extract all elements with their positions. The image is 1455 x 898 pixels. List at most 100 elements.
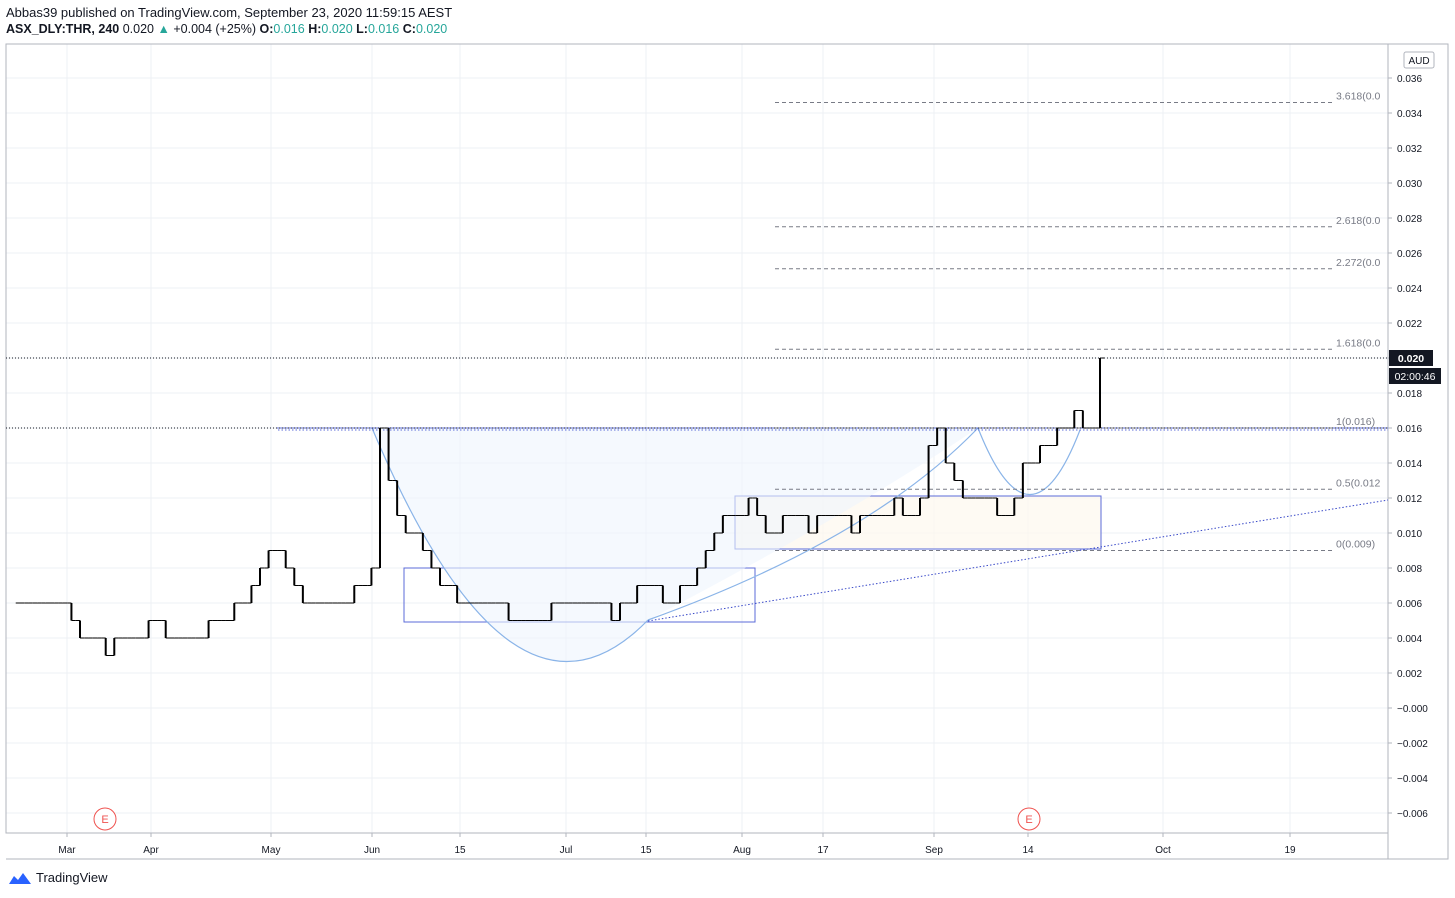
- x-tick-label: Apr: [143, 845, 159, 856]
- y-tick-label: 0.006: [1397, 599, 1422, 610]
- cup-arc-right[interactable]: [647, 427, 979, 621]
- ohlc-bar: [478, 602, 488, 604]
- time-axis[interactable]: Mar Apr May Jun 15 Jul 15 Aug 17 Sep 14 Oct 19: [58, 833, 1296, 856]
- ohlc-bar: [650, 585, 659, 586]
- ohlc-bar: [50, 602, 59, 604]
- handle-arc[interactable]: [977, 427, 1081, 495]
- ohlc-bar: [1018, 462, 1028, 499]
- trendline-support[interactable]: [647, 499, 1389, 622]
- close-value: 0.020: [415, 22, 448, 36]
- fib-level-label: 1(0.016): [1336, 416, 1375, 428]
- ohlc-bar: [24, 602, 33, 604]
- ohlc-bar: [924, 445, 933, 499]
- y-tick-label: 0.016: [1397, 424, 1422, 435]
- ohlc-bar: [238, 602, 248, 604]
- ohlc-bar: [710, 532, 719, 551]
- ohlc-bar: [290, 567, 299, 586]
- currency-badge: AUD: [1403, 51, 1435, 69]
- y-tick-label: 0.032: [1397, 144, 1422, 155]
- up-triangle-icon: ▲: [157, 22, 170, 36]
- ohlc-bar: [950, 462, 959, 481]
- last-price: 0.020: [122, 22, 154, 36]
- ohlc-bar: [410, 532, 419, 534]
- ohlc-bar: [718, 515, 728, 534]
- ohlc-bar: [118, 637, 128, 639]
- fib-level-label: 3.618(0.0: [1336, 91, 1381, 103]
- ohlc-bar: [547, 602, 556, 621]
- y-tick-label: 0.008: [1397, 564, 1422, 575]
- ohlc-bar: [152, 620, 162, 621]
- ohlc-bar: [67, 602, 76, 621]
- ohlc-bar: [127, 637, 136, 639]
- ohlc-bar: [1095, 357, 1105, 429]
- ohlc-bar: [538, 620, 548, 621]
- ohlc-bar: [787, 515, 796, 516]
- earnings-marker[interactable]: E: [93, 807, 117, 831]
- ohlc-bar: [504, 602, 513, 621]
- ohlc-bar: [838, 515, 848, 516]
- fib-level-label: 2.272(0.0: [1336, 257, 1381, 269]
- ohlc-bar: [178, 637, 188, 639]
- ohlc-bar: [247, 585, 256, 604]
- ohlc-bar: [1010, 497, 1019, 516]
- ohlc-bar: [58, 602, 68, 604]
- x-tick-label: Oct: [1155, 845, 1171, 856]
- ohlc-bar: [392, 480, 402, 516]
- tradingview-logo-icon: [9, 872, 31, 884]
- ohlc-bar: [1027, 462, 1036, 464]
- price-axis-frame: [1387, 43, 1449, 860]
- ohlc-bar: [315, 602, 325, 604]
- ohlc-bar: [512, 620, 522, 621]
- ohlc-bar: [1044, 445, 1053, 446]
- symbol-label[interactable]: ASX_DLY:THR, 240: [6, 22, 120, 36]
- ohlc-bar: [615, 602, 625, 621]
- ohlc-bar: [427, 550, 436, 569]
- ohlc-bar: [375, 427, 385, 569]
- ohlc-bar: [572, 602, 582, 604]
- y-tick-label: 0.024: [1397, 284, 1422, 295]
- ohlc-bar: [641, 585, 650, 586]
- cup-arc-left[interactable]: [371, 427, 649, 662]
- ohlc-bar: [898, 497, 908, 516]
- ohlc-bar: [487, 602, 496, 604]
- ohlc-bar: [75, 620, 85, 639]
- earnings-marker-label: E: [101, 814, 108, 826]
- ohlc-bar: [530, 620, 539, 621]
- ohlc-bar: [1001, 515, 1010, 516]
- tradingview-brand[interactable]: TradingView: [8, 870, 108, 885]
- ohlc-bars: [15, 357, 1105, 656]
- ohlc-bar: [307, 602, 316, 604]
- ohlc-bar: [624, 602, 633, 604]
- ohlc-bar: [221, 620, 230, 621]
- open-value: 0.016: [273, 22, 305, 36]
- ohlc-bar: [744, 497, 753, 516]
- ohlc-bar: [41, 602, 50, 604]
- ohlc-bar: [161, 620, 170, 639]
- ohlc-bar: [864, 515, 873, 516]
- ohlc-bar: [890, 497, 899, 516]
- chart-header: Abbas39 published on TradingView.com, Se…: [6, 4, 452, 38]
- y-tick-label: 0.028: [1397, 214, 1422, 225]
- ohlc-bar: [830, 515, 839, 516]
- change-value: +0.004 (+25%): [173, 22, 257, 36]
- ohlc-bar: [255, 567, 265, 586]
- earnings-marker[interactable]: E: [1017, 807, 1041, 831]
- ohlc-bar: [212, 620, 222, 621]
- ohlc-bar: [847, 515, 856, 534]
- drawings[interactable]: [277, 427, 1389, 662]
- ohlc-bar: [564, 602, 573, 604]
- ohlc-bar: [692, 567, 702, 586]
- ohlc-bar: [1087, 427, 1096, 429]
- ohlc-bar: [470, 602, 479, 604]
- price-axis[interactable]: 0.036 0.034 0.032 0.030 0.028 0.026 0.024 0.022…: [1388, 74, 1428, 820]
- ohlc-bar: [607, 602, 616, 621]
- high-label: H:: [308, 22, 322, 36]
- ohlc-bar: [461, 602, 470, 604]
- x-tick-label: May: [262, 845, 281, 856]
- ohlc-bar: [521, 620, 530, 621]
- y-tick-label: 0.018: [1397, 389, 1422, 400]
- x-tick-label: Sep: [925, 845, 943, 856]
- ohlc-bar: [555, 602, 565, 604]
